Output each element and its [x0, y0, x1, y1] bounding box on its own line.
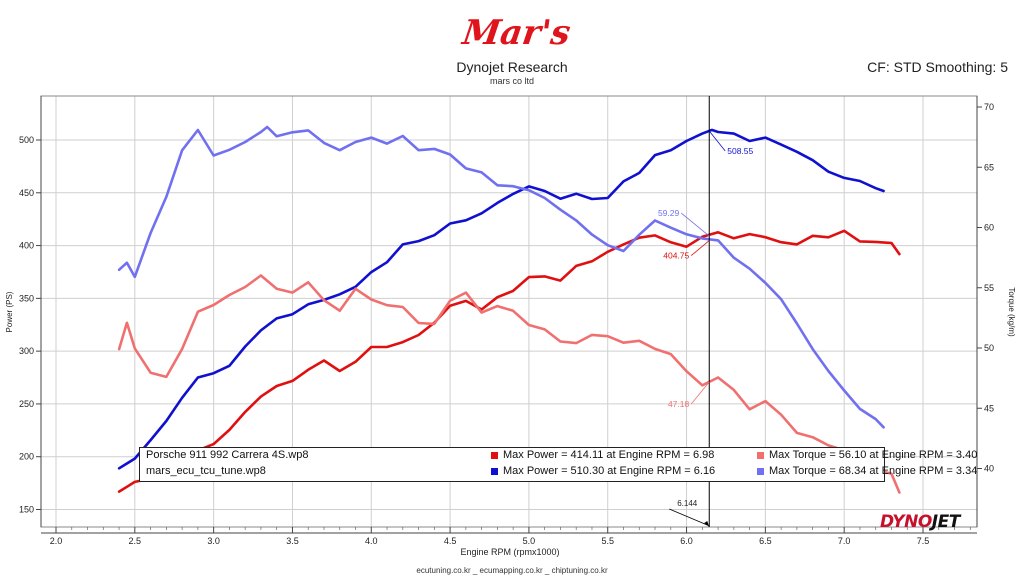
legend-torque-swatch [757, 468, 764, 475]
legend-max-torque: Max Torque = 68.34 at Engine RPM = 3.34 [769, 465, 978, 477]
x-axis-label: Engine RPM (rpmx1000) [460, 547, 559, 557]
legend-row: Porsche 911 992 Carrera 4S.wp8 Max Power… [140, 448, 977, 463]
brand-part-a: DYNO [880, 512, 932, 532]
svg-text:Mar's: Mar's [459, 13, 573, 53]
legend-power-swatch [491, 468, 498, 475]
company-subtitle: mars co ltd [489, 76, 534, 86]
y-axis-right-label: Torque (kg/m) [1007, 287, 1016, 337]
y-axis-left-label: Power (PS) [5, 291, 14, 332]
series-line [117, 125, 885, 429]
cursor-value-leader [680, 212, 710, 237]
y-left-tick-label: 500 [19, 135, 34, 145]
series-line [117, 274, 901, 494]
x-tick-label: 7.0 [838, 536, 851, 546]
cursor-value-leader [708, 130, 726, 152]
cursor-value-leader [690, 381, 710, 405]
brand-part-b: JET [931, 512, 961, 532]
x-tick-label: 6.0 [680, 536, 693, 546]
x-tick-label: 5.0 [523, 536, 536, 546]
cursor-rpm-leader [669, 508, 708, 526]
x-tick-label: 3.0 [207, 536, 220, 546]
y-left-tick-label: 450 [19, 188, 34, 198]
legend-power-swatch [491, 452, 498, 459]
tick-labels: 2.0 2.5 3.0 3.5 4.0 4.5 5.0 5.5 6.0 6.5 7.0 7.5 150 2… [19, 102, 994, 546]
cursor-arrow-head [704, 521, 710, 527]
x-tick-label: 3.5 [286, 536, 299, 546]
cursor-value-label: 508.55 [727, 146, 753, 156]
y-left-tick-label: 300 [19, 346, 34, 356]
x-tick-label: 5.5 [601, 536, 614, 546]
chart-legend: Porsche 911 992 Carrera 4S.wp8 Max Power… [139, 447, 977, 482]
legend-run-name: mars_ecu_tcu_tune.wp8 [146, 465, 266, 477]
legend-torque-swatch [757, 452, 764, 459]
chart-axes [36, 95, 982, 534]
y-right-tick-label: 55 [984, 283, 994, 293]
correction-factor-info: CF: STD Smoothing: 5 [867, 59, 1008, 75]
series-line [117, 128, 885, 470]
footer-links: ecutuning.co.kr _ ecumapping.co.kr _ chi… [416, 566, 608, 575]
legend-row: mars_ecu_tcu_tune.wp8 Max Power = 510.30… [140, 464, 977, 479]
series-line [117, 229, 901, 493]
x-tick-label: 6.5 [759, 536, 772, 546]
x-tick-label: 2.0 [50, 536, 63, 546]
y-left-tick-label: 350 [19, 293, 34, 303]
cursor-value-label: 47.18 [668, 399, 690, 409]
y-right-tick-label: 50 [984, 343, 994, 353]
x-tick-label: 4.5 [444, 536, 457, 546]
company-name: Dynojet Research [456, 59, 568, 75]
legend-run-name: Porsche 911 992 Carrera 4S.wp8 [146, 449, 309, 461]
series-lines [117, 125, 901, 494]
y-right-tick-label: 65 [984, 162, 994, 172]
cursor-value-leader [690, 240, 710, 256]
y-left-tick-label: 200 [19, 452, 34, 462]
y-right-tick-label: 45 [984, 403, 994, 413]
y-left-tick-label: 400 [19, 241, 34, 251]
y-left-tick-label: 150 [19, 505, 34, 515]
legend-max-power: Max Power = 510.30 at Engine RPM = 6.16 [503, 465, 716, 477]
mars-logo: Mar's [455, 8, 575, 56]
y-left-tick-label: 250 [19, 399, 34, 409]
x-tick-label: 2.5 [129, 536, 142, 546]
legend-max-torque: Max Torque = 56.10 at Engine RPM = 3.40 [769, 449, 978, 461]
y-right-tick-label: 60 [984, 223, 994, 233]
legend-max-power: Max Power = 414.11 at Engine RPM = 6.98 [503, 449, 715, 461]
x-tick-label: 7.5 [917, 536, 930, 546]
dynojet-brand: DYNOJET [880, 512, 960, 532]
logo-graphic: Mar's [459, 13, 573, 53]
cursor-value-label: 404.75 [663, 251, 689, 261]
x-tick-label: 4.0 [365, 536, 378, 546]
cursor-rpm-label: 6.144 [677, 499, 698, 508]
cursor-value-label: 59.29 [658, 208, 680, 218]
y-right-tick-label: 70 [984, 102, 994, 112]
y-right-tick-label: 40 [984, 464, 994, 474]
